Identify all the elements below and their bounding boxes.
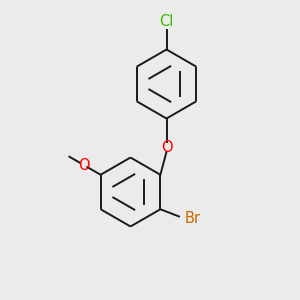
Text: Br: Br bbox=[184, 212, 200, 226]
Text: O: O bbox=[78, 158, 89, 172]
Text: Cl: Cl bbox=[159, 14, 174, 28]
Text: O: O bbox=[161, 140, 172, 154]
